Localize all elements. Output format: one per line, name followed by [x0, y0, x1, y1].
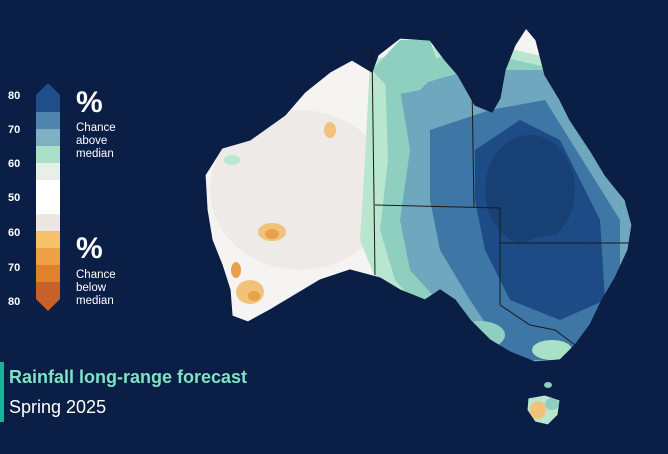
legend-arrow-up: [36, 83, 60, 95]
map-title: Rainfall long-range forecast: [9, 367, 248, 387]
island: [544, 382, 552, 388]
below-percent-symbol: %: [76, 232, 103, 265]
legend-swatch-above-80: [36, 95, 60, 112]
legend: 80 70 60 50 60 70 80 % Chance above medi…: [0, 80, 140, 320]
legend-swatch-above-60: [36, 146, 60, 163]
nsw-vic-border: [499, 304, 576, 346]
legend-swatch-below-80: [36, 282, 60, 299]
title-accent-bar: [0, 362, 4, 422]
above-caption: Chance above median: [76, 122, 146, 161]
legend-arrow-down: [36, 299, 60, 311]
legend-swatch-below-60: [36, 231, 60, 248]
legend-tick: 80: [8, 90, 21, 102]
above-caption-line: median: [76, 148, 114, 160]
wa-border: [371, 47, 376, 276]
legend-swatch-below-65: [36, 248, 60, 265]
below-caption: Chance below median: [76, 269, 146, 308]
tasmania-outline: [526, 394, 561, 426]
legend-swatch-below-70: [36, 265, 60, 282]
legend-tick: 80: [8, 296, 21, 308]
legend-tick: 60: [8, 158, 21, 170]
legend-tick: 70: [8, 124, 21, 136]
nt-sa-border: [374, 204, 501, 209]
legend-swatch-neutral-45: [36, 214, 60, 231]
below-caption-line: below: [76, 282, 107, 294]
mainland-forecast: [205, 28, 632, 362]
above-caption-line: above: [76, 135, 108, 147]
legend-colorbar: [36, 83, 60, 311]
legend-swatch-neutral-55: [36, 163, 60, 180]
below-caption-line: median: [76, 295, 114, 307]
legend-tick: 70: [8, 262, 21, 274]
below-caption-line: Chance: [76, 269, 116, 281]
above-percent-symbol: %: [76, 86, 103, 119]
legend-swatch-above-70: [36, 112, 60, 129]
legend-swatch-neutral-50: [36, 180, 60, 214]
legend-tick: 60: [8, 227, 21, 239]
legend-swatch-above-65: [36, 129, 60, 146]
map-subtitle: Spring 2025: [9, 397, 107, 417]
coastline: [204, 26, 633, 363]
nt-qld-border: [471, 84, 475, 208]
above-caption-line: Chance: [76, 122, 116, 134]
legend-tick: 50: [8, 192, 21, 204]
state-borders: [371, 47, 630, 346]
